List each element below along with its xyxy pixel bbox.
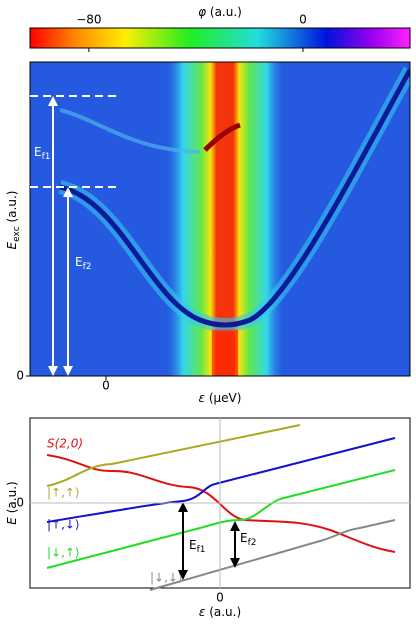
unit: (a.u.): [209, 605, 241, 619]
unit: (a.u.): [5, 481, 19, 513]
annotation: Ef1: [34, 145, 51, 162]
y-label: Eexc (a.u.): [5, 191, 22, 250]
main: E: [5, 517, 19, 525]
level-line: [46, 469, 396, 569]
main: E: [75, 255, 83, 269]
sub: f1: [42, 152, 51, 162]
colorbar-label: φ (a.u.): [198, 5, 242, 19]
y-tick-label: 0: [16, 496, 24, 510]
level-line: [46, 424, 301, 487]
x-tick-label: 0: [102, 379, 110, 393]
annotation: Ef2: [75, 255, 92, 272]
symbol: ε: [199, 391, 206, 405]
level-line: [149, 519, 396, 591]
sub: exc: [12, 226, 22, 242]
y-label: E (a.u.): [5, 481, 19, 524]
main: E: [5, 241, 19, 249]
main: E: [34, 145, 42, 159]
sub: f2: [248, 538, 257, 548]
level-line: [46, 437, 396, 523]
x-label: ε (μeV): [199, 391, 242, 405]
unit: (a.u.): [210, 5, 242, 19]
annotation: Ef2: [240, 531, 257, 548]
annotation: Ef1: [189, 538, 206, 555]
level-label: |↑,↓⟩: [47, 518, 80, 532]
colorbar: [29, 27, 411, 49]
top-annotations: [30, 95, 120, 376]
bottom-annotations: [178, 502, 240, 580]
top-frame: [29, 61, 411, 377]
symbol: ε: [199, 605, 206, 619]
unit: (μeV): [209, 391, 242, 405]
x-label: ε (a.u.): [199, 605, 241, 619]
level-label: |↑,↑⟩: [47, 486, 80, 500]
y-tick-label: 0: [16, 369, 24, 383]
level-label: S(2,0): [47, 437, 83, 451]
colorbar-tick-label: 0: [299, 13, 307, 27]
symbol: φ: [198, 5, 206, 19]
level-label: |↓,↑⟩: [47, 546, 80, 560]
x-tick-label: 0: [216, 591, 224, 605]
unit: (a.u.): [5, 191, 19, 223]
sub: f1: [197, 545, 206, 555]
level-label: |↓,↓⟩: [150, 571, 183, 585]
colorbar-tick-label: −80: [76, 13, 101, 27]
sub: f2: [83, 262, 92, 272]
main: E: [189, 538, 197, 552]
main: E: [240, 531, 248, 545]
heatmap: [30, 62, 410, 376]
